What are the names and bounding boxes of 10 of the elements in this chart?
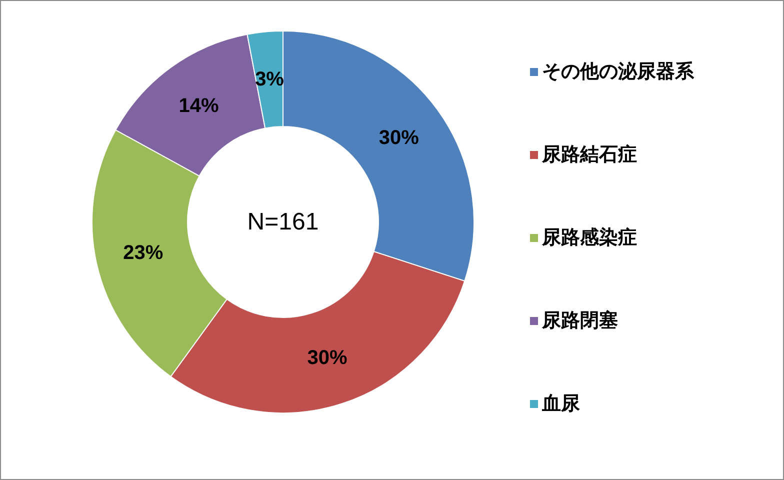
legend-label: 尿路感染症 xyxy=(541,226,637,248)
data-label: 30% xyxy=(307,347,348,370)
data-label: 30% xyxy=(378,126,420,149)
text: N=161 xyxy=(247,208,319,236)
data-label: 23% xyxy=(123,242,164,264)
legend-label: その他の泌尿器系 xyxy=(542,60,695,82)
legend-label: 尿路結石症 xyxy=(541,144,637,166)
data-label: 14% xyxy=(178,95,220,118)
legend-label: 血尿 xyxy=(541,394,581,414)
legend-label: 尿路閉塞 xyxy=(541,310,618,332)
